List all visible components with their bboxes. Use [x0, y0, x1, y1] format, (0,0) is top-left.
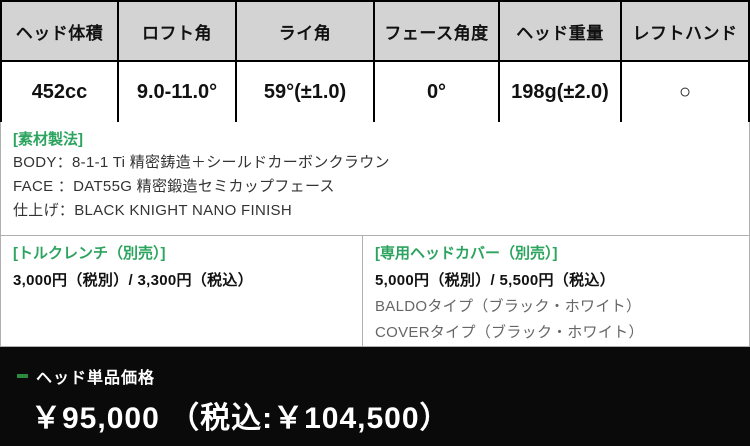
materials-section: [素材製法] BODY：8-1-1 Ti 精密鋳造＋シールドカーボンクラウン F… — [0, 122, 750, 236]
spec-header-face-angle: フェース角度 — [373, 2, 498, 60]
materials-title: [素材製法] — [13, 131, 83, 148]
spec-header-row: ヘッド体積 ロフト角 ライ角 フェース角度 ヘッド重量 レフトハンド — [2, 2, 748, 62]
spec-value-row: 452cc 9.0-11.0° 59°(±1.0) 0° 198g(±2.0) … — [2, 62, 748, 122]
spec-header-head-weight: ヘッド重量 — [498, 2, 620, 60]
materials-face-line: FACE ：DAT55G 精密鍛造セミカップフェース — [13, 178, 335, 195]
torque-wrench-title: [トルクレンチ（別売）] — [13, 245, 166, 262]
materials-finish-line: 仕上げ：BLACK KNIGHT NANO FINISH — [13, 202, 292, 219]
materials-body-line: BODY：8-1-1 Ti 精密鋳造＋シールドカーボンクラウン — [13, 154, 390, 171]
spec-header-loft-angle: ロフト角 — [117, 2, 235, 60]
spec-header-lie-angle: ライ角 — [235, 2, 373, 60]
spec-value-lie-angle: 59°(±1.0) — [235, 62, 373, 122]
accessories-row: [トルクレンチ（別売）] 3,000円（税別）/ 3,300円（税込） [専用ヘ… — [0, 236, 750, 347]
spec-value-loft-angle: 9.0-11.0° — [117, 62, 235, 122]
spec-value-head-volume: 452cc — [2, 62, 117, 122]
price-label: ヘッド単品価格 — [36, 370, 156, 387]
head-cover-option-baldo: BALDOタイプ（ブラック・ホワイト） — [375, 298, 642, 315]
spec-header-left-hand: レフトハンド — [620, 2, 748, 60]
head-unit-price: ￥95,000 （税込:￥104,500） — [31, 402, 451, 435]
head-cover-title: [専用ヘッドカバー（別売）] — [375, 245, 558, 262]
price-bar: ヘッド単品価格 ￥95,000 （税込:￥104,500） — [0, 347, 750, 446]
head-cover-box: [専用ヘッドカバー（別売）] 5,000円（税別）/ 5,500円（税込） BA… — [363, 236, 750, 347]
head-cover-price: 5,000円（税別）/ 5,500円（税込） — [375, 272, 616, 289]
torque-wrench-price: 3,000円（税別）/ 3,300円（税込） — [13, 272, 254, 289]
spec-value-left-hand-circle: ○ — [620, 62, 748, 122]
green-dash-bullet-icon — [17, 374, 28, 378]
spec-value-head-weight: 198g(±2.0) — [498, 62, 620, 122]
head-cover-option-cover: COVERタイプ（ブラック・ホワイト） — [375, 324, 644, 341]
spec-value-face-angle: 0° — [373, 62, 498, 122]
spec-header-head-volume: ヘッド体積 — [2, 2, 117, 60]
torque-wrench-box: [トルクレンチ（別売）] 3,000円（税別）/ 3,300円（税込） — [0, 236, 363, 347]
price-label-row: ヘッド単品価格 — [17, 364, 750, 388]
spec-table: ヘッド体積 ロフト角 ライ角 フェース角度 ヘッド重量 レフトハンド 452cc… — [0, 0, 750, 122]
